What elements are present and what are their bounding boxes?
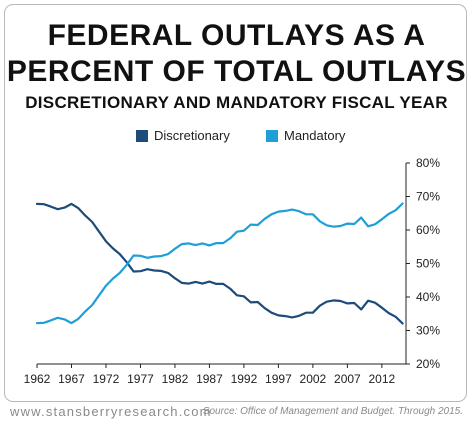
- legend-item-discretionary: Discretionary: [136, 128, 230, 143]
- x-tick-label: 1967: [58, 372, 85, 386]
- x-tick-label: 2002: [300, 372, 327, 386]
- legend-swatch-discretionary: [136, 129, 148, 142]
- x-tick-label: 1972: [93, 372, 120, 386]
- y-tick-label: 70%: [416, 190, 440, 204]
- legend-swatch-mandatory: [266, 129, 278, 142]
- y-tick-label: 60%: [416, 223, 440, 237]
- x-tick-label: 1987: [196, 372, 223, 386]
- footer-source: Source: Office of Management and Budget.…: [202, 406, 463, 417]
- legend-label-mandatory: Mandatory: [284, 128, 346, 143]
- x-tick-label: 1997: [265, 372, 292, 386]
- legend: Discretionary Mandatory: [0, 128, 473, 146]
- x-tick-label: 1992: [231, 372, 258, 386]
- chart-title-line-2: PERCENT OF TOTAL OUTLAYS: [6, 55, 467, 88]
- x-tick-label: 2007: [334, 372, 361, 386]
- x-tick-label: 2012: [369, 372, 396, 386]
- x-tick-label: 1977: [127, 372, 154, 386]
- y-tick-label: 50%: [416, 257, 440, 271]
- legend-item-mandatory: Mandatory: [266, 128, 345, 143]
- x-tick-label: 1962: [24, 372, 51, 386]
- chart-frame: [4, 4, 467, 402]
- y-tick-label: 30%: [416, 324, 440, 338]
- y-tick-label: 80%: [416, 156, 440, 170]
- footer: www.stansberryresearch.com Source: Offic…: [0, 403, 473, 424]
- x-tick-label: 1982: [162, 372, 189, 386]
- series-line-discretionary: [35, 202, 404, 325]
- chart-title-line-1: FEDERAL OUTLAYS AS A: [47, 19, 426, 52]
- y-tick-label: 20%: [416, 357, 440, 371]
- legend-label-discretionary: Discretionary: [154, 128, 230, 143]
- y-tick-label: 40%: [416, 290, 440, 304]
- chart-subtitle: DISCRETIONARY AND MANDATORY FISCAL YEAR: [25, 93, 448, 112]
- footer-website: www.stansberryresearch.com: [10, 404, 212, 419]
- series-line-mandatory: [35, 202, 404, 325]
